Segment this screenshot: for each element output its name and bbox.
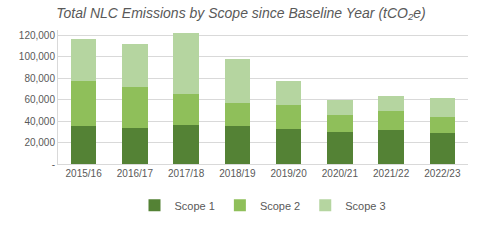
svg-text:2021/22: 2021/22: [373, 168, 410, 179]
svg-text:60,000: 60,000: [24, 94, 55, 105]
svg-text:100,000: 100,000: [19, 51, 56, 62]
svg-text:Total NLC Emissions by Scope s: Total NLC Emissions by Scope since Basel…: [56, 5, 426, 21]
svg-text:20,000: 20,000: [24, 137, 55, 148]
svg-text:-: -: [52, 159, 55, 170]
svg-text:40,000: 40,000: [24, 116, 55, 127]
svg-text:Scope 2: Scope 2: [260, 200, 300, 212]
svg-text:2019/20: 2019/20: [271, 168, 308, 179]
svg-text:120,000: 120,000: [19, 30, 56, 41]
svg-text:80,000: 80,000: [24, 73, 55, 84]
svg-text:2015/16: 2015/16: [66, 168, 103, 179]
svg-text:2016/17: 2016/17: [117, 168, 154, 179]
svg-text:2018/19: 2018/19: [219, 168, 256, 179]
svg-text:Scope 1: Scope 1: [175, 200, 215, 212]
svg-text:2022/23: 2022/23: [424, 168, 461, 179]
svg-text:2017/18: 2017/18: [168, 168, 205, 179]
svg-text:Scope 3: Scope 3: [345, 200, 385, 212]
svg-text:2020/21: 2020/21: [322, 168, 359, 179]
